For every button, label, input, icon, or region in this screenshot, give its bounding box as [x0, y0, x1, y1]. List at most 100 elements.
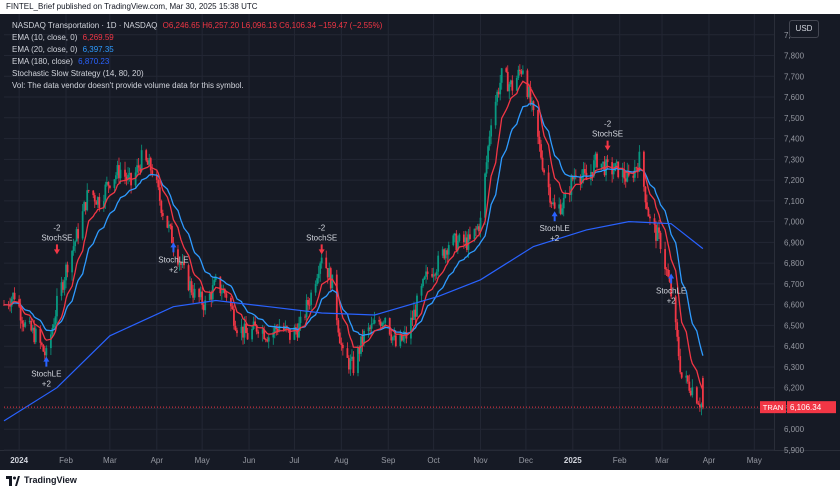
- candle-body: [664, 249, 666, 270]
- x-tick-label: May: [195, 456, 210, 465]
- x-tick-label: Oct: [427, 456, 440, 465]
- signal-label: StochLE: [31, 370, 61, 379]
- candle-body: [193, 288, 196, 298]
- candle-body: [43, 351, 46, 356]
- candle-body: [187, 265, 190, 291]
- candle-body: [320, 257, 323, 264]
- candle-body: [363, 330, 365, 344]
- candle-body: [51, 327, 54, 335]
- candle-body: [643, 151, 645, 187]
- x-tick-label: May: [747, 456, 762, 465]
- y-tick-label: 7,800: [784, 52, 805, 61]
- signal-label: StochLE: [540, 224, 570, 233]
- candle-body: [680, 372, 683, 378]
- candle-body: [213, 280, 216, 286]
- candle-body: [623, 169, 626, 179]
- candle-body: [700, 404, 703, 408]
- candle-body: [204, 300, 207, 311]
- candle-body: [19, 306, 22, 321]
- candle-body: [413, 309, 415, 320]
- candle-body: [340, 343, 343, 345]
- candle-body: [148, 158, 151, 165]
- candle-body: [437, 255, 440, 272]
- currency-button[interactable]: USD: [789, 20, 819, 38]
- candle-body: [621, 169, 624, 178]
- candle-body: [24, 322, 27, 327]
- legend-ema10-value: 6,269.59: [82, 33, 114, 42]
- y-tick-label: 6,000: [784, 425, 805, 434]
- candle-body: [373, 320, 376, 324]
- candle-body: [304, 316, 306, 318]
- candle-body: [223, 289, 226, 294]
- candle-body: [593, 160, 595, 177]
- candle-body: [245, 323, 247, 334]
- short-signal-arrow: [318, 244, 325, 255]
- candle-body: [105, 181, 108, 185]
- candle-body: [658, 227, 660, 233]
- candle-body: [251, 328, 253, 340]
- candle-body: [521, 70, 524, 74]
- candle-body: [668, 276, 671, 282]
- candle-body: [98, 197, 101, 209]
- candle-body: [511, 80, 514, 91]
- candle-body: [475, 228, 477, 230]
- legend-ema10-label: EMA (10, close, 0): [12, 33, 78, 42]
- candle-body: [384, 318, 387, 323]
- candle-body: [337, 320, 340, 333]
- candle-body: [497, 91, 500, 95]
- candle-body: [96, 197, 99, 205]
- candle-body: [562, 197, 565, 209]
- candle-body: [119, 169, 122, 179]
- candle-body: [39, 328, 42, 343]
- candle-body: [529, 86, 532, 104]
- candle-body: [496, 91, 499, 102]
- candle-body: [65, 264, 67, 281]
- signal-label: StochLE: [656, 287, 686, 296]
- candle-body: [308, 304, 311, 306]
- candle-body: [161, 213, 164, 216]
- candle-body: [361, 336, 364, 344]
- candle-body: [490, 125, 493, 137]
- candle-body: [81, 211, 84, 239]
- candle-body: [351, 356, 353, 360]
- candle-body: [183, 261, 185, 266]
- legend-ema180-row: EMA (180, close) 6,870.23: [12, 56, 382, 68]
- candle-body: [54, 316, 57, 325]
- candle-body: [349, 359, 352, 370]
- candle-body: [579, 176, 582, 184]
- y-tick-label: 6,300: [784, 363, 805, 372]
- candle-body: [659, 232, 662, 250]
- candle-body: [411, 317, 414, 320]
- candle-body: [381, 322, 384, 327]
- candle-body: [125, 176, 128, 180]
- candle-body: [646, 202, 648, 209]
- candle-body: [192, 292, 194, 298]
- candle-body: [63, 280, 66, 290]
- candle-body: [240, 326, 243, 334]
- candle-body: [328, 268, 331, 278]
- candle-body: [104, 184, 107, 202]
- candle-body: [140, 150, 143, 172]
- signal-qty: +2: [667, 297, 677, 306]
- candle-body: [225, 293, 228, 298]
- candle-body: [367, 327, 370, 331]
- candle-body: [372, 323, 375, 325]
- candle-body: [266, 339, 269, 342]
- candle-body: [582, 168, 585, 177]
- candle-body: [532, 101, 535, 111]
- candle-body: [561, 208, 564, 215]
- candle-body: [139, 167, 142, 172]
- candle-body: [158, 187, 161, 201]
- candle-body: [49, 334, 52, 349]
- candle-body: [531, 101, 533, 104]
- candle-body: [402, 336, 405, 341]
- y-tick-label: 7,000: [784, 218, 805, 227]
- y-tick-label: 6,400: [784, 342, 805, 351]
- x-tick-label: Apr: [703, 456, 716, 465]
- candle-body: [45, 348, 48, 356]
- candle-body: [236, 330, 238, 334]
- candle-body: [28, 320, 31, 323]
- price-chart[interactable]: 5,9006,0006,1006,2006,3006,4006,5006,600…: [0, 14, 840, 470]
- symbol-tag-bg: [760, 401, 786, 414]
